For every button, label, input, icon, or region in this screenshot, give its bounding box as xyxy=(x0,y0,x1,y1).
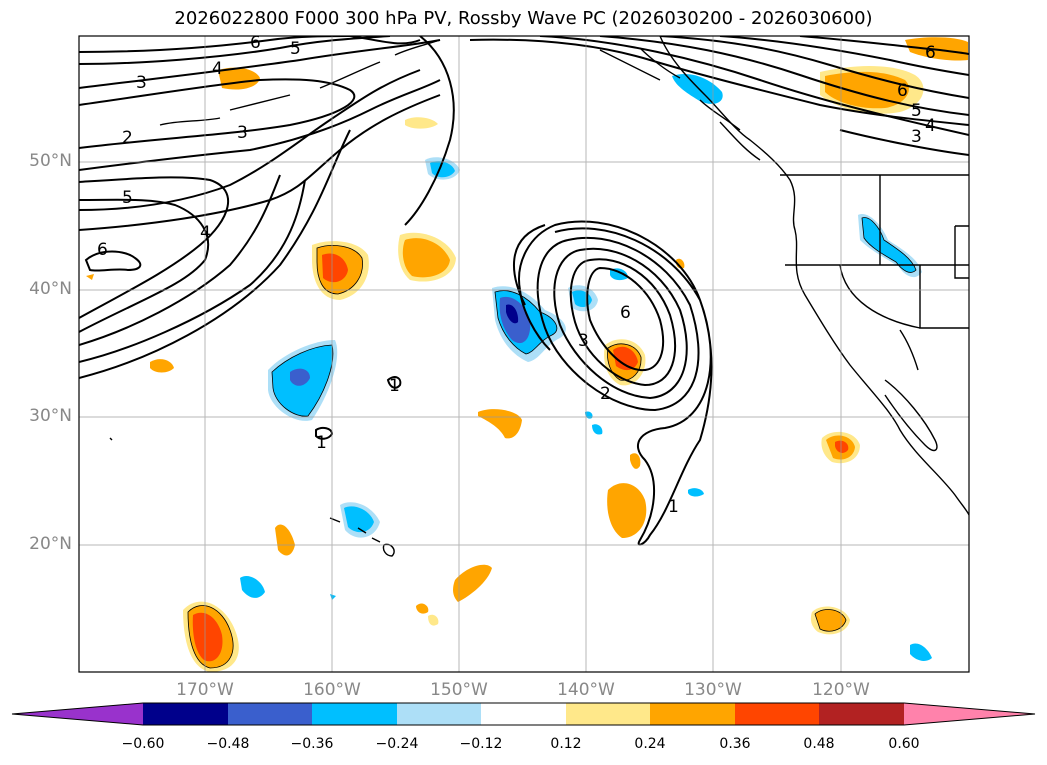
colorbar-swatch xyxy=(650,703,735,725)
colorbar-extend-high xyxy=(904,703,1035,725)
anomaly-outlines xyxy=(187,217,917,669)
colorbar-swatch xyxy=(312,703,397,725)
lon-label: 130°W xyxy=(684,680,742,700)
lat-label: 30°N xyxy=(29,406,72,426)
colorbar-swatch xyxy=(735,703,819,725)
colorbar-tick-label: −0.12 xyxy=(459,736,503,752)
contour-label: 4 xyxy=(200,223,211,243)
contour-labels: 6 5 4 3 2 5 4 3 6 6 5 4 3 6 6 3 2 1 1 1 xyxy=(97,33,936,517)
colorbar xyxy=(11,702,1036,726)
contour-label: 3 xyxy=(578,331,589,351)
contour-label: 6 xyxy=(97,240,108,260)
pv-contours xyxy=(79,36,969,546)
map-area: 6 5 4 3 2 5 4 3 6 6 5 4 3 6 6 3 2 1 1 1 xyxy=(79,33,969,672)
pv-anomaly-shading xyxy=(86,37,968,672)
graticule xyxy=(79,36,969,672)
lon-label: 170°W xyxy=(176,680,234,700)
colorbar-swatch xyxy=(566,703,650,725)
colorbar-tick-label: −0.60 xyxy=(121,736,165,752)
contour-label: 5 xyxy=(911,101,922,121)
colorbar-extend-low xyxy=(12,703,143,725)
contour-label: 6 xyxy=(250,33,261,53)
colorbar-tick-label: −0.36 xyxy=(290,736,334,752)
contour-label: 1 xyxy=(389,376,400,396)
contour-label: 4 xyxy=(212,59,223,79)
colorbar-swatch xyxy=(819,703,904,725)
contour-label: 3 xyxy=(237,123,248,143)
colorbar-tick-label: 0.36 xyxy=(719,736,751,752)
colorbar-swatch xyxy=(481,703,566,725)
contour-label: 3 xyxy=(136,73,147,93)
lat-label: 50°N xyxy=(29,151,72,171)
coastlines xyxy=(109,36,969,557)
contour-label: 1 xyxy=(316,433,327,453)
contour-label: 3 xyxy=(911,127,922,147)
contour-label: 5 xyxy=(122,188,133,208)
contour-label: 5 xyxy=(290,39,301,59)
colorbar-tick-label: −0.48 xyxy=(206,736,250,752)
lon-label: 120°W xyxy=(812,680,870,700)
lat-label: 40°N xyxy=(29,279,72,299)
colorbar-swatch xyxy=(143,703,228,725)
colorbar-tick-label: 0.48 xyxy=(803,736,835,752)
lat-label: 20°N xyxy=(29,534,72,554)
colorbar-tick-label: 0.60 xyxy=(888,736,920,752)
contour-label: 2 xyxy=(122,128,133,148)
map-title: 2026022800 F000 300 hPa PV, Rossby Wave … xyxy=(174,8,873,29)
lon-label: 150°W xyxy=(430,680,488,700)
contour-label: 6 xyxy=(620,303,631,323)
colorbar-swatch xyxy=(397,703,481,725)
colorbar-swatch xyxy=(228,703,312,725)
contour-label: 6 xyxy=(897,81,908,101)
colorbar-tick-label: 0.12 xyxy=(550,736,582,752)
contour-label: 6 xyxy=(925,43,936,63)
contour-label: 4 xyxy=(925,116,936,136)
contour-label: 2 xyxy=(600,384,611,404)
colorbar-tick-label: 0.24 xyxy=(634,736,666,752)
colorbar-tick-label: −0.24 xyxy=(375,736,419,752)
lon-label: 160°W xyxy=(303,680,361,700)
lon-label: 140°W xyxy=(557,680,615,700)
contour-label: 1 xyxy=(668,497,679,517)
map-frame xyxy=(78,35,970,673)
